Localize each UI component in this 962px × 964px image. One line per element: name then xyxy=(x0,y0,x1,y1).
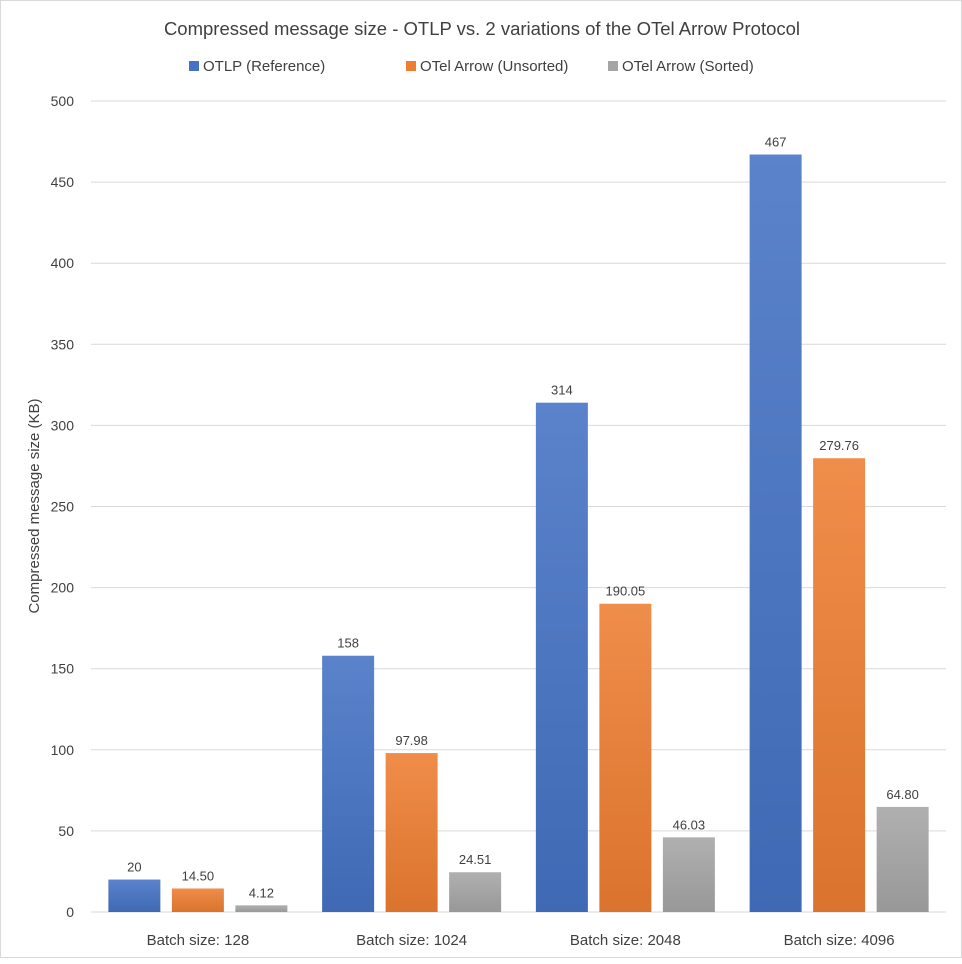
bar xyxy=(108,879,161,912)
legend-entry: OTel Arrow (Sorted) xyxy=(622,58,754,75)
data-label: 314 xyxy=(551,383,573,398)
chart-title: Compressed message size - OTLP vs. 2 var… xyxy=(164,18,800,39)
bar xyxy=(749,154,802,912)
data-label: 64.80 xyxy=(886,787,919,802)
y-tick-label: 300 xyxy=(51,417,75,433)
bar xyxy=(662,837,715,912)
x-tick-label: Batch size: 128 xyxy=(147,932,250,949)
y-tick-label: 200 xyxy=(51,580,75,596)
data-label: 467 xyxy=(765,135,787,150)
data-label: 279.76 xyxy=(819,438,859,453)
x-axis-ticks: Batch size: 128 Batch size: 1024 Batch siz… xyxy=(147,932,895,949)
y-tick-label: 400 xyxy=(51,255,75,271)
bar xyxy=(449,872,502,912)
bars xyxy=(108,154,929,912)
data-label: 190.05 xyxy=(605,584,645,599)
legend: OTLP (Reference) OTel Arrow (Unsorted) OTe… xyxy=(189,58,754,75)
bar xyxy=(322,655,375,912)
legend-swatch xyxy=(406,61,416,71)
y-tick-label: 50 xyxy=(58,823,74,839)
y-tick-label: 450 xyxy=(51,174,75,190)
data-label: 24.51 xyxy=(459,852,492,867)
data-label: 14.50 xyxy=(182,868,215,883)
bar xyxy=(535,402,588,912)
legend-swatch xyxy=(608,61,618,71)
data-label: 20 xyxy=(127,860,141,875)
y-tick-label: 0 xyxy=(66,904,74,920)
data-label: 158 xyxy=(337,636,359,651)
data-label: 4.12 xyxy=(249,885,274,900)
bar xyxy=(235,905,288,912)
y-tick-label: 350 xyxy=(51,336,75,352)
bar xyxy=(171,888,224,912)
x-tick-label: Batch size: 2048 xyxy=(570,932,681,949)
gridlines xyxy=(91,100,946,913)
bar xyxy=(599,603,652,912)
y-tick-label: 100 xyxy=(51,742,75,758)
legend-entry: OTel Arrow (Unsorted) xyxy=(420,58,568,75)
y-tick-label: 150 xyxy=(51,661,75,677)
y-axis-ticks: 0 50 100 150 200 250 300 350 400 450 500 xyxy=(51,93,75,920)
y-tick-label: 250 xyxy=(51,499,75,515)
legend-swatch xyxy=(189,61,199,71)
bar xyxy=(813,458,866,912)
y-axis-label: Compressed message size (KB) xyxy=(26,398,43,613)
data-label: 97.98 xyxy=(395,733,428,748)
x-tick-label: Batch size: 4096 xyxy=(784,932,895,949)
bar xyxy=(385,753,438,912)
data-labels: 20 14.50 4.12 158 97.98 24.51 314 190.05 46.03 46… xyxy=(127,135,919,901)
data-label: 46.03 xyxy=(673,817,706,832)
bar xyxy=(876,806,929,912)
legend-entry: OTLP (Reference) xyxy=(203,58,325,75)
x-tick-label: Batch size: 1024 xyxy=(356,932,467,949)
y-tick-label: 500 xyxy=(51,93,75,109)
